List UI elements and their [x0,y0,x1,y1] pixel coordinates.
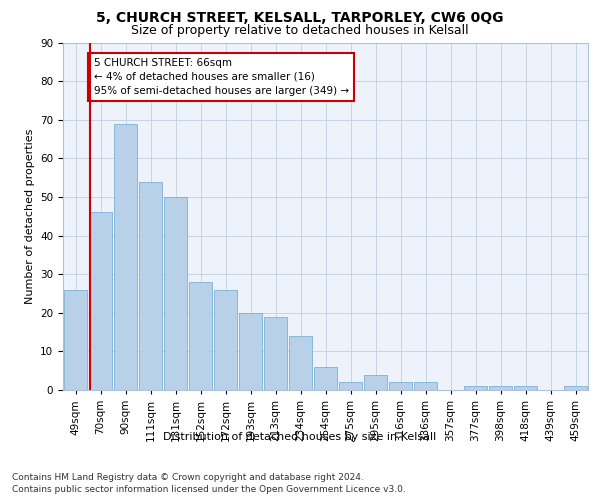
Text: 5, CHURCH STREET, KELSALL, TARPORLEY, CW6 0QG: 5, CHURCH STREET, KELSALL, TARPORLEY, CW… [96,11,504,25]
Bar [389,382,412,390]
Bar [264,316,287,390]
Text: Size of property relative to detached houses in Kelsall: Size of property relative to detached ho… [131,24,469,37]
Y-axis label: Number of detached properties: Number of detached properties [25,128,35,304]
Bar [139,182,162,390]
Bar [89,212,112,390]
Bar [239,313,262,390]
Text: Contains public sector information licensed under the Open Government Licence v3: Contains public sector information licen… [12,485,406,494]
Bar [314,367,337,390]
Bar [414,382,437,390]
Bar [189,282,212,390]
Text: Distribution of detached houses by size in Kelsall: Distribution of detached houses by size … [163,432,437,442]
Bar [514,386,537,390]
Bar [489,386,512,390]
Bar [464,386,487,390]
Bar [164,197,187,390]
Bar [564,386,587,390]
Bar [114,124,137,390]
Text: 5 CHURCH STREET: 66sqm
← 4% of detached houses are smaller (16)
95% of semi-deta: 5 CHURCH STREET: 66sqm ← 4% of detached … [94,58,349,96]
Bar [289,336,312,390]
Text: Contains HM Land Registry data © Crown copyright and database right 2024.: Contains HM Land Registry data © Crown c… [12,472,364,482]
Bar [64,290,87,390]
Bar [214,290,237,390]
Bar [364,374,387,390]
Bar [339,382,362,390]
